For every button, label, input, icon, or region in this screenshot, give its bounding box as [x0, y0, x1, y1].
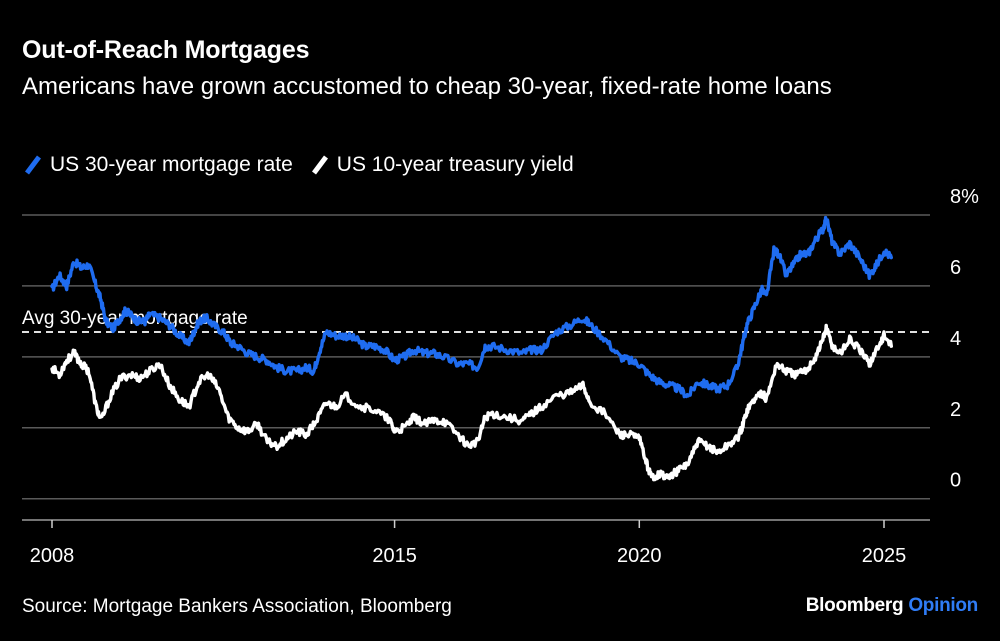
- y-tick-label: 0: [950, 470, 961, 492]
- chart-subtitle: Americans have grown accustomed to cheap…: [22, 73, 832, 100]
- chart-title: Out-of-Reach Mortgages: [22, 36, 310, 64]
- x-tick-label: 2025: [862, 545, 907, 567]
- legend-label-mortgage: US 30-year mortgage rate: [50, 153, 293, 176]
- y-tick-label: 2: [950, 399, 961, 421]
- y-tick-label: 4: [950, 328, 961, 350]
- brand-logo: Bloomberg Opinion: [805, 595, 979, 617]
- brand-name: Bloomberg: [805, 595, 904, 616]
- x-tick-label: 2020: [617, 545, 662, 567]
- series-line-treasury-yield: [50, 323, 893, 482]
- y-tick-label: 8%: [950, 186, 979, 208]
- source-note: Source: Mortgage Bankers Association, Bl…: [22, 596, 452, 617]
- x-tick-label: 2015: [372, 545, 417, 567]
- x-tick-label: 2008: [30, 545, 75, 567]
- legend-item-treasury: US 10-year treasury yield: [311, 153, 574, 177]
- y-tick-label: 6: [950, 257, 961, 279]
- legend-swatch-treasury-icon: [311, 154, 329, 176]
- legend-label-treasury: US 10-year treasury yield: [336, 153, 574, 176]
- legend-item-mortgage: US 30-year mortgage rate: [24, 153, 293, 177]
- legend: US 30-year mortgage rate US 10-year trea…: [24, 150, 592, 180]
- brand-suffix: Opinion: [908, 595, 978, 616]
- series-line-mortgage-rate: [50, 215, 893, 399]
- legend-swatch-mortgage-icon: [24, 154, 42, 176]
